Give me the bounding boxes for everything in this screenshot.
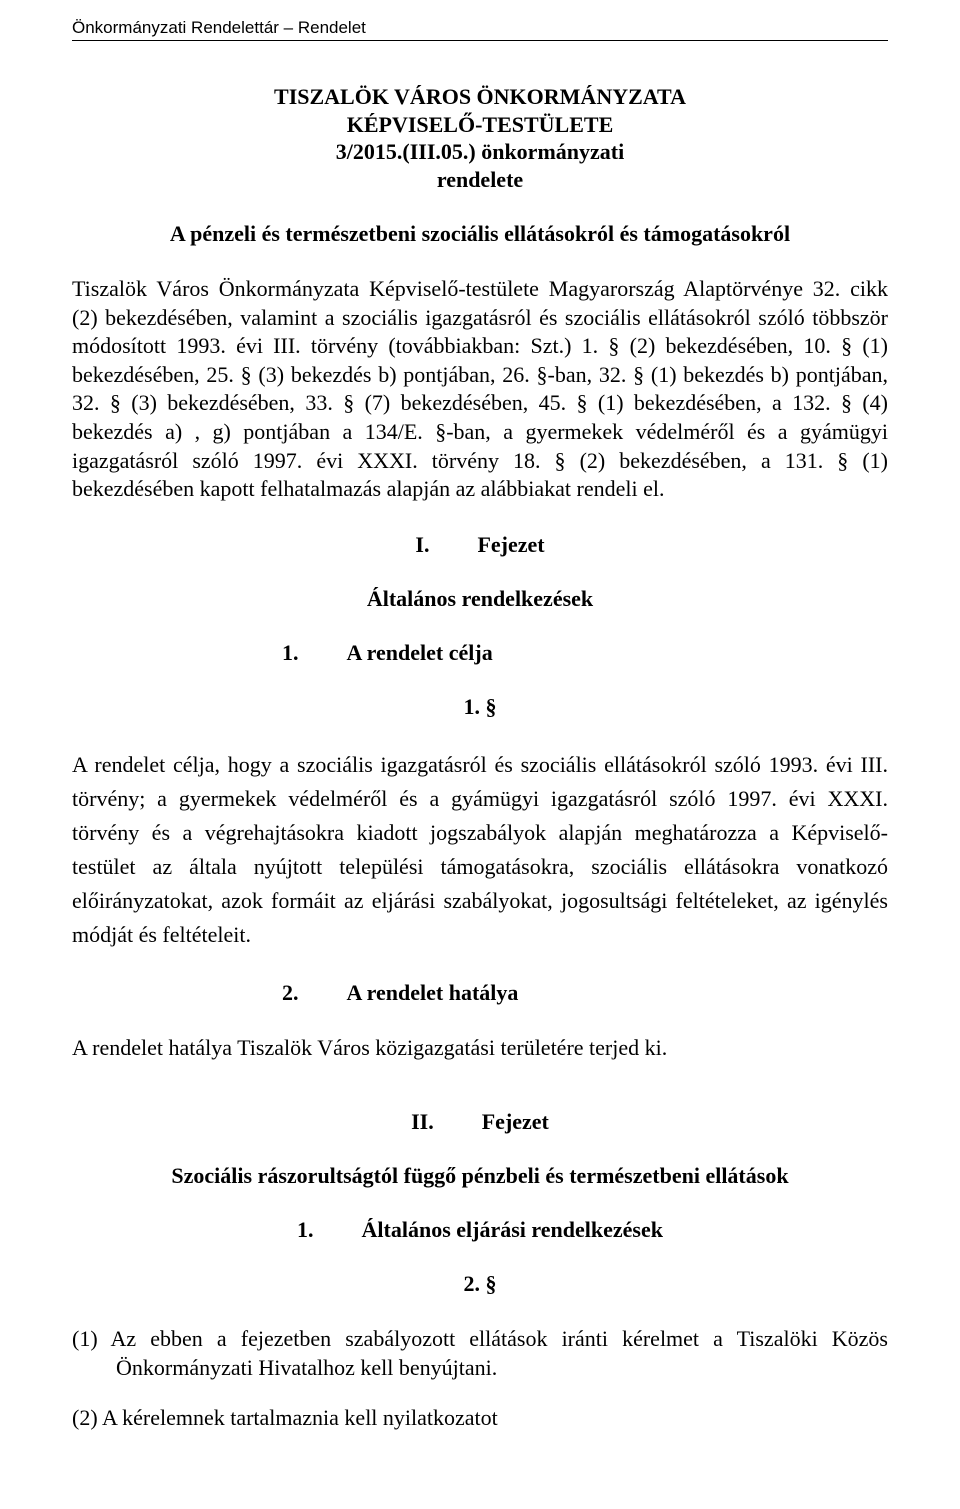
paragraph-1-text: A rendelet célja, hogy a szociális igazg… — [72, 748, 888, 953]
preamble-text: Tiszalök Város Önkormányzata Képviselő-t… — [72, 275, 888, 504]
chapter-2-number: II. — [411, 1109, 434, 1135]
title-line-3: 3/2015.(III.05.) önkormányzati — [72, 138, 888, 166]
chapter-1-label: Fejezet — [477, 532, 544, 558]
list-item-1: (1) Az ebben a fejezetben szabályozott e… — [72, 1325, 888, 1382]
chapter-1-title: Általános rendelkezések — [72, 586, 888, 612]
paragraph-1-number: 1. § — [72, 694, 888, 720]
chapter-2-heading: II. Fejezet — [72, 1109, 888, 1135]
section-2-number: 2. — [282, 980, 299, 1006]
title-line-1: TISZALÖK VÁROS ÖNKORMÁNYZATA — [72, 83, 888, 111]
chapter-2-label: Fejezet — [482, 1109, 549, 1135]
section-1-number: 1. — [282, 640, 299, 666]
section-1-heading: 1. A rendelet célja — [72, 640, 888, 666]
section-3-number: 1. — [297, 1217, 314, 1243]
chapter-2-title: Szociális rászorultságtól függő pénzbeli… — [72, 1163, 888, 1189]
hataly-text: A rendelet hatálya Tiszalök Város köziga… — [72, 1034, 888, 1063]
title-block: TISZALÖK VÁROS ÖNKORMÁNYZATA KÉPVISELŐ-T… — [72, 83, 888, 193]
section-2-label: A rendelet hatálya — [347, 980, 519, 1006]
chapter-1-number: I. — [415, 532, 429, 558]
list-item-2: (2) A kérelemnek tartalmaznia kell nyila… — [72, 1404, 888, 1433]
subtitle: A pénzeli és természetbeni szociális ell… — [72, 221, 888, 247]
section-1-label: A rendelet célja — [347, 640, 493, 666]
chapter-1-heading: I. Fejezet — [72, 532, 888, 558]
section-3-label: Általános eljárási rendelkezések — [362, 1217, 663, 1243]
page-header: Önkormányzati Rendelettár – Rendelet — [72, 18, 888, 41]
section-3-heading: 1. Általános eljárási rendelkezések — [72, 1217, 888, 1243]
section-2-heading: 2. A rendelet hatálya — [72, 980, 888, 1006]
paragraph-2-number: 2. § — [72, 1271, 888, 1297]
title-line-4: rendelete — [72, 166, 888, 194]
title-line-2: KÉPVISELŐ-TESTÜLETE — [72, 111, 888, 139]
